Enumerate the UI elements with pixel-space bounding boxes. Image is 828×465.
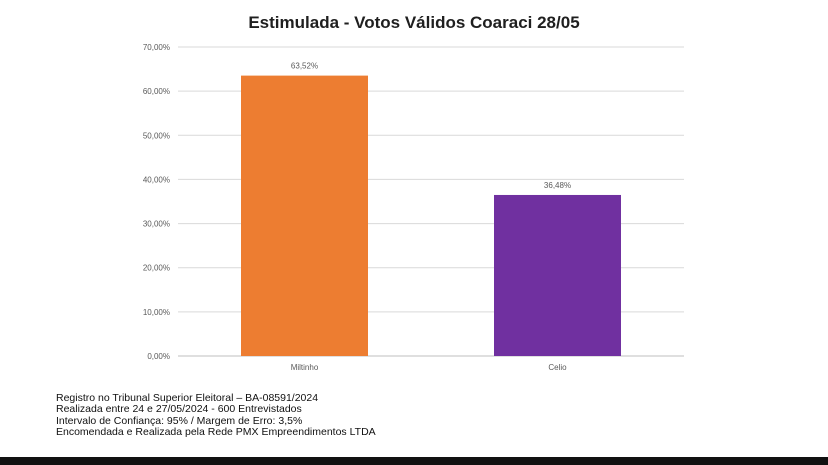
y-tick-label: 40,00% (143, 175, 170, 184)
bottom-bar (0, 457, 828, 465)
y-tick-label: 60,00% (143, 87, 170, 96)
bar-chart: 0,00% 10,00% 20,00% 30,00% 40,00% 50,00% 60,00… (143, 43, 684, 372)
y-tick-label: 20,00% (143, 264, 170, 273)
x-tick-label: Celio (548, 363, 567, 372)
y-tick-label: 30,00% (143, 220, 170, 229)
data-label: 63,52% (291, 62, 318, 71)
survey-footnotes: Registro no Tribunal Superior Eleitoral … (56, 392, 376, 439)
footnote-period: Realizada entre 24 e 27/05/2024 - 600 En… (56, 403, 302, 416)
y-tick-label: 10,00% (143, 308, 170, 317)
y-tick-label: 0,00% (147, 352, 170, 361)
bar-celio (494, 194, 621, 356)
data-label: 36,48% (544, 181, 571, 190)
x-tick-label: Miltinho (291, 363, 319, 372)
y-tick-label: 50,00% (143, 131, 170, 140)
footnote-sponsor: Encomendada e Realizada pela Rede PMX Em… (56, 426, 376, 439)
bar-miltinho (241, 75, 368, 357)
chart-title: Estimulada - Votos Válidos Coaraci 28/05 (248, 13, 580, 32)
footnote-confidence: Intervalo de Confiança: 95% / Margem de … (56, 414, 303, 427)
y-tick-label: 70,00% (143, 43, 170, 52)
footnote-registration: Registro no Tribunal Superior Eleitoral … (56, 392, 319, 404)
